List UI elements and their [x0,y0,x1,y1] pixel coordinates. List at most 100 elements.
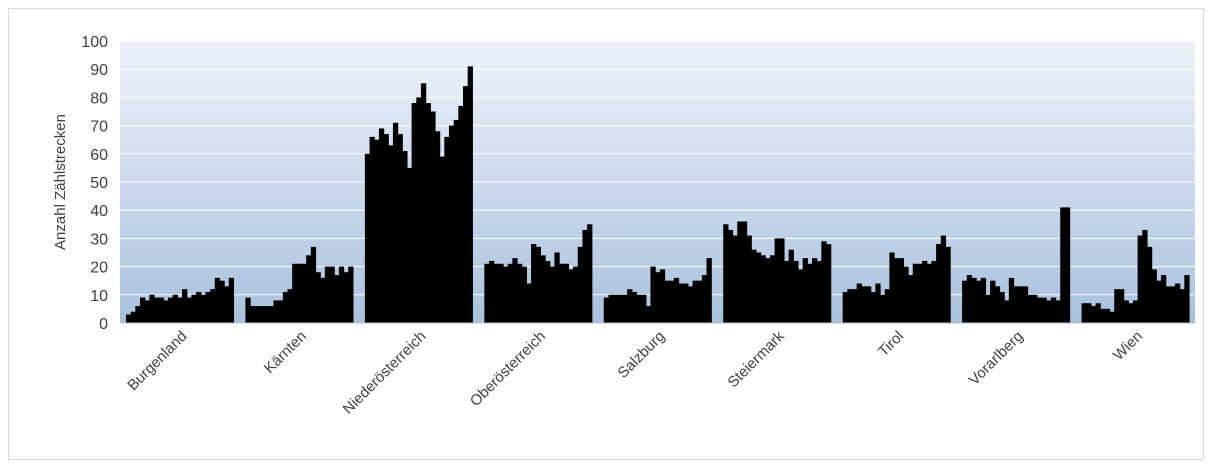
bar [802,258,808,323]
bar [420,83,427,323]
bar [310,246,317,323]
bar [191,294,197,323]
bar [1174,283,1181,323]
bar [880,294,886,323]
bar [320,277,326,323]
bar [453,119,459,324]
bar [563,263,570,323]
bar [1004,300,1010,323]
bar [521,266,527,323]
bar [306,255,312,323]
bar [737,221,743,323]
bar [816,260,822,323]
bar [627,289,633,323]
bar [296,263,303,323]
bar [397,134,403,323]
bar [498,263,504,323]
bar [664,280,670,323]
bar [697,280,703,323]
bar [866,286,872,323]
bar [245,297,251,323]
x-tick-label: Tirol [875,328,907,360]
bar [1013,286,1019,323]
bar [683,283,689,323]
bar [425,103,431,323]
bar [1146,246,1153,323]
bar [224,286,230,323]
bar [617,294,624,323]
bar [540,255,546,323]
bar [1156,280,1162,323]
bar [1165,286,1171,323]
bar [1170,286,1176,323]
bar [622,294,628,323]
bar [783,260,790,323]
bar [126,314,132,323]
x-tick-label: Niederösterreich [340,328,430,418]
bar [172,294,178,323]
bar [912,263,919,323]
bar [168,297,174,323]
y-axis-label: Anzahl Zählstrecken [52,114,69,250]
bar [1060,207,1066,323]
bar [439,156,445,323]
bar [200,294,207,323]
y-tick-label: 40 [90,203,108,220]
bar [811,258,818,323]
bar [1132,300,1139,323]
bar [364,153,371,323]
bar [388,145,394,323]
bar [1036,297,1043,323]
bar [1027,294,1033,323]
bar [392,122,399,323]
bar [1142,229,1148,323]
bar [741,221,748,323]
bar [1151,269,1157,323]
bar [894,258,900,323]
x-axis-tick-labels: Burgenland Kärnten Niederösterreich Oberöst… [124,327,1146,417]
bar [545,260,551,323]
bar [526,283,532,323]
bar [727,229,734,323]
bar [154,297,160,323]
bar [186,297,192,323]
bar [282,291,289,323]
bar [416,97,422,324]
bar [130,311,136,323]
y-axis-tick-labels: 0 10 20 30 40 50 60 70 80 90 100 [81,34,108,333]
bar [278,300,284,323]
bar [158,297,164,323]
bar [898,258,904,323]
bar [966,275,973,323]
bar [940,235,947,323]
y-tick-label: 70 [90,119,108,136]
bar [826,244,832,323]
bar [517,263,523,323]
bar [250,306,256,323]
bar [884,289,890,323]
bar [559,263,565,323]
bar [861,286,867,323]
bar [701,275,708,323]
bar [908,275,914,323]
bar [1104,308,1111,323]
bar [493,263,499,323]
x-tick-label: Salzburg [614,328,668,382]
bar [1114,289,1120,323]
bar [507,263,513,323]
bar [1032,294,1038,323]
bar [655,272,661,323]
bar [324,266,331,323]
bar [554,252,560,323]
bar [444,136,450,323]
bar [292,263,298,323]
bar [448,125,455,323]
bar [797,269,804,323]
bar [1050,297,1057,323]
bar [999,291,1005,323]
bar [732,235,738,323]
bar [535,246,541,323]
bar [650,266,656,323]
y-tick-label: 80 [90,90,108,107]
bar [484,263,490,323]
